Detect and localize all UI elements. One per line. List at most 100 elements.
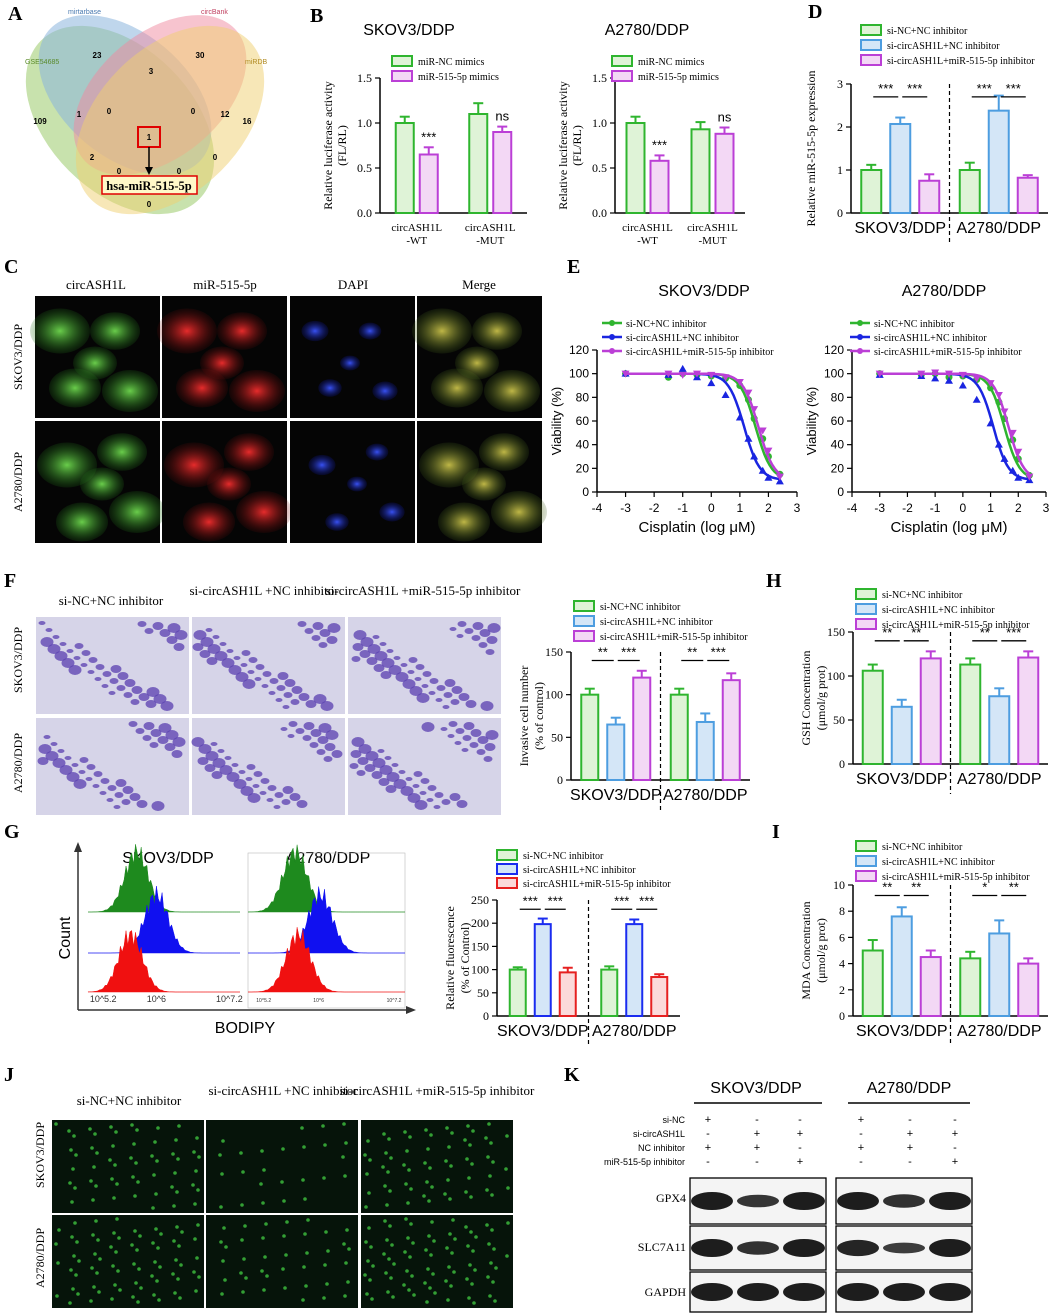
- invaded-cell: [52, 635, 60, 639]
- invaded-cell: [316, 749, 326, 755]
- venn-count: 0: [117, 167, 122, 176]
- invaded-cell: [456, 634, 464, 638]
- data-point: [621, 370, 630, 378]
- blot-protein-label: GPX4: [656, 1191, 686, 1205]
- sig-marker: **: [911, 879, 921, 894]
- ros-signal: [177, 1124, 181, 1128]
- venn-count: 30: [196, 51, 205, 60]
- legend-swatch: [391, 55, 413, 67]
- legend-swatch: [573, 600, 595, 612]
- invaded-cell: [219, 642, 227, 646]
- invaded-cell: [78, 770, 86, 774]
- invaded-cell: [371, 771, 383, 779]
- data-point: [758, 466, 767, 474]
- invaded-cell: [451, 686, 463, 694]
- ros-signal: [464, 1190, 468, 1194]
- ros-signal: [118, 1288, 122, 1292]
- ros-signal: [382, 1132, 386, 1136]
- ros-signal: [303, 1232, 307, 1236]
- invaded-cell: [233, 656, 241, 660]
- ros-signal: [429, 1253, 433, 1257]
- ros-signal: [506, 1221, 510, 1225]
- chart-title: A2780/DDP: [605, 22, 690, 39]
- ros-signal: [195, 1136, 199, 1140]
- ros-signal: [173, 1171, 177, 1175]
- invaded-cell: [255, 664, 265, 670]
- ros-signal: [110, 1177, 114, 1181]
- legend-marker: [857, 334, 863, 340]
- bar: [625, 122, 646, 214]
- invaded-cell: [448, 721, 458, 727]
- invaded-cell: [449, 793, 461, 801]
- blot-sign: +: [797, 1128, 803, 1140]
- ros-signal: [74, 1153, 78, 1157]
- invaded-cell: [458, 693, 470, 701]
- y-tick-label: 40: [831, 438, 845, 452]
- invaded-cell: [142, 735, 152, 741]
- ros-signal: [444, 1159, 448, 1163]
- invaded-cell: [106, 798, 114, 802]
- invaded-cell: [331, 750, 343, 758]
- cell-blob: [358, 322, 382, 340]
- ros-signal: [154, 1227, 158, 1231]
- ros-signal: [426, 1147, 430, 1151]
- invaded-cell: [123, 692, 133, 698]
- venn-count: 0: [191, 107, 196, 116]
- ros-signal: [367, 1226, 371, 1230]
- bar: [669, 693, 689, 782]
- invaded-cell: [388, 665, 402, 675]
- invaded-cell: [38, 621, 46, 625]
- invaded-cell: [145, 700, 157, 708]
- sig-marker: **: [980, 625, 990, 640]
- y-tick-label: 1.0: [592, 116, 607, 130]
- invaded-cell: [102, 671, 112, 677]
- ros-signal: [98, 1257, 102, 1261]
- y-axis-label: (FL/RL): [570, 125, 584, 166]
- ros-signal: [150, 1154, 154, 1158]
- blot-condition-label: si-circASH1L: [633, 1129, 685, 1139]
- group-label: SKOV3/DDP: [856, 771, 948, 788]
- invaded-cell: [143, 722, 155, 730]
- ros-signal: [388, 1189, 392, 1193]
- panel-letter-e: E: [567, 256, 580, 278]
- invaded-cell: [64, 756, 72, 760]
- blot-bands: [689, 1177, 973, 1313]
- flow-axis-tick: 10^6: [313, 998, 324, 1004]
- ros-signal: [409, 1222, 413, 1226]
- bar: [714, 132, 735, 214]
- invaded-cell: [426, 798, 434, 802]
- panel-letter-i: I: [772, 821, 780, 843]
- blot-sign: -: [798, 1142, 802, 1154]
- ros-signal: [427, 1234, 431, 1238]
- x-tick-label: -3: [620, 501, 631, 515]
- blot-sign: +: [952, 1156, 958, 1168]
- invaded-cell: [455, 728, 465, 734]
- invaded-cell: [298, 693, 310, 701]
- ros-image-tile: [361, 1120, 513, 1213]
- ros-signal: [303, 1197, 307, 1201]
- legend-swatch: [855, 588, 877, 600]
- ros-signal: [302, 1145, 306, 1149]
- invaded-cell: [353, 630, 367, 640]
- y-tick-label: 100: [471, 963, 489, 977]
- invaded-cell: [158, 723, 172, 733]
- invaded-cell: [266, 798, 274, 802]
- ros-signal: [136, 1300, 140, 1304]
- invaded-cell: [433, 805, 441, 809]
- cell-blob: [301, 320, 329, 342]
- y-tick-label: 0.5: [592, 161, 607, 175]
- data-point: [931, 369, 940, 377]
- y-axis-label: Viability (%): [549, 387, 564, 455]
- invaded-cell: [191, 737, 205, 747]
- sig-marker: ***: [548, 893, 563, 908]
- invaded-cell: [172, 737, 186, 747]
- cell-blob: [183, 502, 235, 542]
- ros-signal: [444, 1279, 448, 1283]
- data-point: [1008, 429, 1017, 437]
- ros-signal: [94, 1219, 98, 1223]
- invaded-cell: [395, 672, 409, 682]
- invaded-cell: [101, 684, 109, 688]
- ros-signal: [91, 1198, 95, 1202]
- cell-blob: [479, 433, 529, 471]
- invaded-cell: [167, 623, 181, 633]
